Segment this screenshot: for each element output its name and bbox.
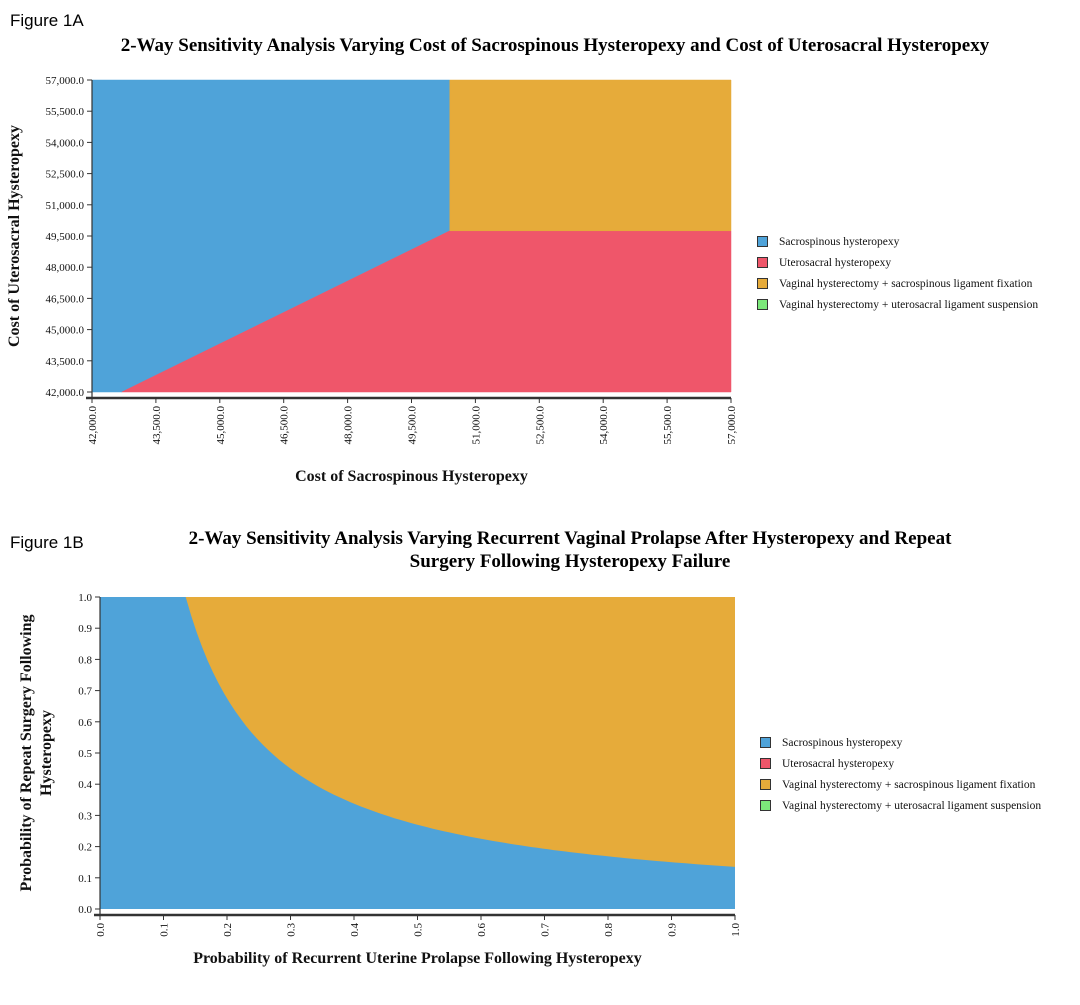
- legend-item: Sacrospinous hysteropexy: [757, 231, 1038, 252]
- y-tick-label: 46,500.0: [46, 293, 85, 305]
- legend-item: Vaginal hysterectomy + sacrospinous liga…: [757, 273, 1038, 294]
- figure-1b-label: Figure 1B: [10, 533, 84, 552]
- y-tick-label: 42,000.0: [46, 387, 85, 399]
- x-tick-label: 0.1: [159, 923, 171, 937]
- legend-item: Uterosacral hysteropexy: [757, 252, 1038, 273]
- y-tick-label: 0.8: [78, 654, 92, 666]
- legend-a: Sacrospinous hysteropexy Uterosacral hys…: [757, 231, 1038, 315]
- legend-item: Uterosacral hysteropexy: [760, 753, 1041, 774]
- x-tick-label: 0.4: [349, 923, 361, 937]
- legend-item: Vaginal hysterectomy + uterosacral ligam…: [757, 294, 1038, 315]
- legend-swatch: [760, 800, 771, 811]
- x-tick-label: 45,000.0: [215, 406, 227, 445]
- y-axis-title-line2: Hysteropexy: [38, 710, 55, 796]
- y-tick-label: 0.4: [78, 779, 92, 791]
- legend-swatch: [760, 758, 771, 769]
- legend-swatch: [757, 278, 768, 289]
- x-tick-label: 0.9: [667, 923, 679, 937]
- y-axis-title: Cost of Uterosacral Hysteropexy: [6, 125, 23, 347]
- x-axis-title: Probability of Recurrent Uterine Prolaps…: [193, 950, 642, 967]
- x-tick-label: 42,000.0: [87, 406, 99, 445]
- y-tick-label: 0.7: [78, 686, 92, 698]
- chart-a-title: 2-Way Sensitivity Analysis Varying Cost …: [120, 35, 990, 56]
- legend-label: Vaginal hysterectomy + sacrospinous liga…: [782, 778, 1036, 791]
- y-tick-label: 55,500.0: [46, 106, 85, 118]
- region-vaginal-hysterectomy-sacrospinous-ligament-fixation: [185, 597, 735, 867]
- x-tick-label: 57,000.0: [726, 406, 738, 445]
- y-tick-label: 0.9: [78, 623, 92, 635]
- figure-1a-label: Figure 1A: [10, 11, 84, 30]
- y-tick-label: 0.5: [78, 748, 92, 760]
- legend-b: Sacrospinous hysteropexy Uterosacral hys…: [760, 732, 1041, 816]
- legend-label: Sacrospinous hysteropexy: [779, 235, 900, 248]
- legend-label: Vaginal hysterectomy + uterosacral ligam…: [779, 298, 1039, 311]
- legend-swatch: [757, 257, 768, 268]
- legend-label: Sacrospinous hysteropexy: [782, 736, 903, 749]
- x-tick-label: 0.2: [222, 923, 234, 937]
- x-tick-label: 0.8: [603, 923, 615, 937]
- x-tick-label: 55,500.0: [662, 406, 674, 445]
- legend-label: Uterosacral hysteropexy: [779, 256, 892, 269]
- y-tick-label: 0.1: [78, 873, 92, 885]
- legend-item: Sacrospinous hysteropexy: [760, 732, 1041, 753]
- legend-swatch: [760, 779, 771, 790]
- chart-a: 42,000.0 43,500.0 45,000.0 46,500.0 48,000.0…: [6, 75, 738, 485]
- region-vaginal-hysterectomy-sacrospinous-ligament-fixation: [449, 79, 732, 232]
- y-tick-label: 48,000.0: [46, 262, 85, 274]
- chart-b-title-line2: Surgery Following Hysteropexy Failure: [409, 551, 731, 572]
- y-tick-label: 54,000.0: [46, 137, 85, 149]
- y-tick-label: 0.3: [78, 810, 92, 822]
- y-tick-label: 0.2: [78, 842, 92, 854]
- legend-label: Vaginal hysterectomy + uterosacral ligam…: [782, 799, 1042, 812]
- x-tick-label: 0.3: [286, 923, 298, 937]
- y-tick-label: 0.6: [78, 717, 92, 729]
- x-tick-label: 0.5: [413, 923, 425, 937]
- legend-swatch: [760, 737, 771, 748]
- x-tick-label: 48,000.0: [343, 406, 355, 445]
- x-tick-label: 0.6: [476, 923, 488, 937]
- legend-swatch: [757, 236, 768, 247]
- y-axis-title-line1: Probability of Repeat Surgery Following: [18, 614, 35, 891]
- y-tick-label: 1.0: [78, 592, 92, 604]
- legend-label: Vaginal hysterectomy + sacrospinous liga…: [779, 277, 1033, 290]
- x-tick-label: 1.0: [730, 923, 742, 937]
- chart-b-title-line1: 2-Way Sensitivity Analysis Varying Recur…: [188, 528, 952, 549]
- x-tick-label: 46,500.0: [279, 406, 291, 445]
- y-axis-title: Probability of Repeat Surgery Following H…: [18, 614, 55, 891]
- y-tick-label: 49,500.0: [46, 231, 85, 243]
- x-axis-title: Cost of Sacrospinous Hysteropexy: [295, 468, 528, 485]
- x-tick-label: 0.0: [95, 923, 107, 937]
- y-tick-label: 52,500.0: [46, 169, 85, 181]
- legend-label: Uterosacral hysteropexy: [782, 757, 895, 770]
- y-tick-label: 57,000.0: [46, 75, 85, 87]
- x-tick-label: 54,000.0: [598, 406, 610, 445]
- y-tick-label: 43,500.0: [46, 356, 85, 368]
- x-tick-label: 51,000.0: [470, 406, 482, 445]
- legend-swatch: [757, 299, 768, 310]
- x-tick-label: 0.7: [540, 923, 552, 937]
- y-tick-label: 0.0: [78, 904, 92, 916]
- x-tick-label: 43,500.0: [151, 406, 163, 445]
- legend-item: Vaginal hysterectomy + uterosacral ligam…: [760, 795, 1041, 816]
- legend-item: Vaginal hysterectomy + sacrospinous liga…: [760, 774, 1041, 795]
- chart-b-title: 2-Way Sensitivity Analysis Varying Recur…: [60, 527, 1080, 573]
- x-tick-label: 49,500.0: [407, 406, 419, 445]
- y-tick-label: 45,000.0: [46, 325, 85, 337]
- y-tick-label: 51,000.0: [46, 200, 85, 212]
- x-tick-label: 52,500.0: [534, 406, 546, 445]
- region-sacrospinous-hysteropexy: [100, 597, 735, 909]
